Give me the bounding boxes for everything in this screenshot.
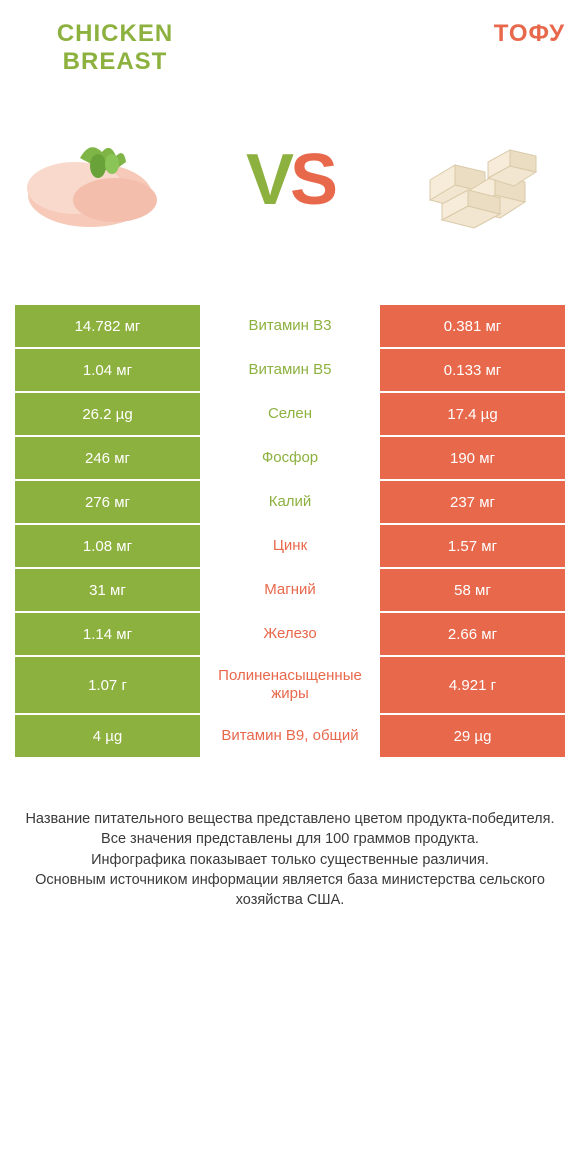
left-value: 26.2 µg — [15, 393, 200, 435]
footer-line-2: Все значения представлены для 100 граммо… — [23, 829, 557, 849]
table-row: 1.07 гПолиненасыщенные жиры4.921 г — [15, 657, 565, 715]
table-row: 1.04 мгВитамин B50.133 мг — [15, 349, 565, 393]
nutrient-label: Витамин B9, общий — [200, 715, 380, 757]
right-value: 190 мг — [380, 437, 565, 479]
vs-s: S — [290, 139, 334, 221]
header: CHICKEN BREAST ТОФУ — [15, 20, 565, 75]
nutrient-label: Полиненасыщенные жиры — [200, 657, 380, 713]
left-value: 1.08 мг — [15, 525, 200, 567]
footer-line-4: Основным источником информации является … — [23, 870, 557, 911]
table-row: 26.2 µgСелен17.4 µg — [15, 393, 565, 437]
left-value: 276 мг — [15, 481, 200, 523]
footer-line-3: Инфографика показывает только существенн… — [23, 850, 557, 870]
right-value: 0.381 мг — [380, 305, 565, 347]
footer-notes: Название питательного вещества представл… — [15, 809, 565, 910]
vs-v: V — [246, 139, 290, 221]
left-value: 31 мг — [15, 569, 200, 611]
left-value: 1.14 мг — [15, 613, 200, 655]
table-row: 276 мгКалий237 мг — [15, 481, 565, 525]
nutrient-label: Цинк — [200, 525, 380, 567]
right-value: 58 мг — [380, 569, 565, 611]
nutrient-label: Витамин B3 — [200, 305, 380, 347]
vs-label: VS — [246, 139, 334, 221]
footer-line-1: Название питательного вещества представл… — [23, 809, 557, 829]
nutrient-label: Железо — [200, 613, 380, 655]
right-value: 237 мг — [380, 481, 565, 523]
left-value: 4 µg — [15, 715, 200, 757]
left-value: 14.782 мг — [15, 305, 200, 347]
table-row: 1.08 мгЦинк1.57 мг — [15, 525, 565, 569]
table-row: 4 µgВитамин B9, общий29 µg — [15, 715, 565, 759]
right-value: 0.133 мг — [380, 349, 565, 391]
left-value: 246 мг — [15, 437, 200, 479]
nutrient-label: Фосфор — [200, 437, 380, 479]
right-value: 4.921 г — [380, 657, 565, 713]
right-value: 29 µg — [380, 715, 565, 757]
vs-row: VS — [15, 115, 565, 245]
left-value: 1.07 г — [15, 657, 200, 713]
left-product-title: CHICKEN BREAST — [15, 20, 215, 75]
table-row: 1.14 мгЖелезо2.66 мг — [15, 613, 565, 657]
comparison-table: 14.782 мгВитамин B30.381 мг1.04 мгВитами… — [15, 305, 565, 759]
right-value: 1.57 мг — [380, 525, 565, 567]
right-value: 2.66 мг — [380, 613, 565, 655]
table-row: 31 мгМагний58 мг — [15, 569, 565, 613]
right-product-title: ТОФУ — [365, 20, 565, 48]
table-row: 246 мгФосфор190 мг — [15, 437, 565, 481]
nutrient-label: Селен — [200, 393, 380, 435]
nutrient-label: Витамин B5 — [200, 349, 380, 391]
table-row: 14.782 мгВитамин B30.381 мг — [15, 305, 565, 349]
right-value: 17.4 µg — [380, 393, 565, 435]
tofu-image — [395, 115, 565, 245]
chicken-image — [15, 115, 185, 245]
nutrient-label: Калий — [200, 481, 380, 523]
left-value: 1.04 мг — [15, 349, 200, 391]
nutrient-label: Магний — [200, 569, 380, 611]
